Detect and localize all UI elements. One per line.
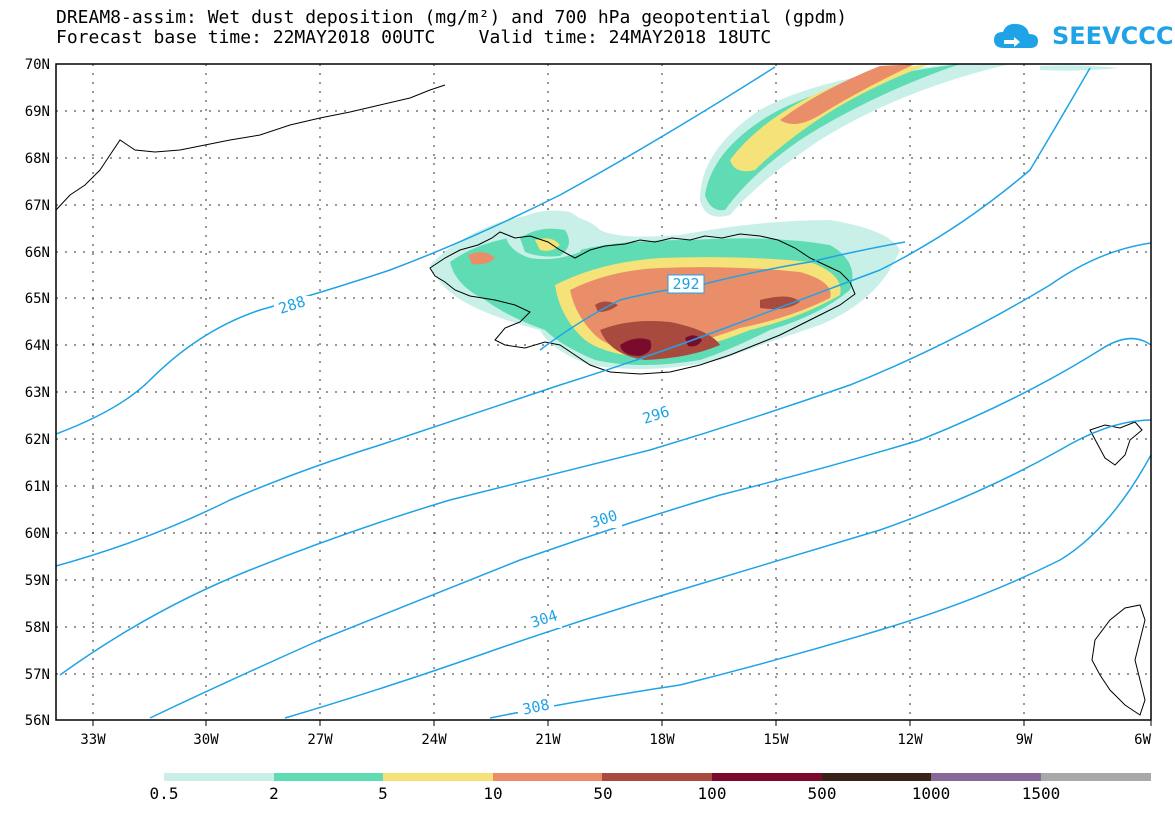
colorbar-swatch [602,773,713,781]
colorbar-label: 5 [378,784,388,803]
contour-label-bg [274,296,310,314]
colorbar-swatch [492,773,603,781]
graticule [56,64,1151,720]
lat-label: 66N [25,245,50,261]
lat-label: 61N [25,479,50,495]
lat-label: 70N [25,57,50,73]
lon-label: 30W [193,732,219,748]
colorbar-label: 100 [697,784,727,803]
longitude-labels: 33W 30W 27W 24W 21W 18W 15W 12W 9W 6W [80,732,1151,748]
geopotential-contours [56,66,1151,719]
contour-label-308: 308 [521,695,551,718]
colorbar-swatch [712,773,822,781]
colorbar-swatch [273,773,384,781]
logo-text: SEEVCCC [1052,22,1174,50]
lat-label: 64N [25,338,50,354]
lon-label: 6W [1134,732,1151,748]
lon-label: 15W [763,732,789,748]
colorbar-label: 500 [807,784,837,803]
lon-label: 27W [307,732,333,748]
coastlines [56,84,1146,716]
colorbar-label: 0.5 [149,784,179,803]
contour-label-bg [526,610,562,628]
map-title-line1: DREAM8-assim: Wet dust deposition (mg/m²… [56,7,848,28]
axis-ticks [92,720,1152,726]
lat-label: 60N [25,526,50,542]
colorbar-label: 1500 [1021,784,1061,803]
colorbar-swatch [931,773,1042,781]
lat-label: 69N [25,104,50,120]
lat-label: 59N [25,573,50,589]
seevccc-cloud-logo-icon [994,23,1038,48]
map-plot-area [56,64,1151,720]
lat-label: 68N [25,151,50,167]
contour-label-bg [586,510,622,528]
lon-label: 9W [1016,732,1033,748]
lon-label: 18W [649,732,675,748]
contour-label-292: 292 [672,275,699,293]
colorbar-label: 1000 [911,784,951,803]
lat-label: 65N [25,291,50,307]
colorbar-label: 2 [269,784,279,803]
contour-label-bg [638,406,674,424]
lat-label: 63N [25,385,50,401]
dust-plume-northeast [700,64,1120,217]
colorbar-swatch [1040,773,1151,781]
lon-label: 24W [421,732,447,748]
colorbar-label: 10 [483,784,503,803]
colorbar-swatch [383,773,494,781]
dust-iceland [430,210,900,369]
lat-label: 58N [25,620,50,636]
contour-labels: 288 292 296 300 304 308 [274,274,705,719]
map-title-line2: Forecast base time: 22MAY2018 00UTC Vali… [56,27,772,48]
colorbar-swatch [164,773,274,781]
map-frame [55,63,1152,721]
lat-label: 57N [25,667,50,683]
lon-label: 33W [80,732,106,748]
contour-label-bg [518,698,554,716]
latitude-labels: 70N 69N 68N 67N 66N 65N 64N 63N 62N 61N … [25,57,50,729]
lon-label: 21W [535,732,561,748]
lon-label: 12W [897,732,923,748]
lat-label: 62N [25,432,50,448]
lat-label: 67N [25,198,50,214]
colorbar-label: 50 [593,784,613,803]
contour-label-bg [667,274,705,294]
lat-label: 56N [25,713,50,729]
colorbar-swatch [821,773,932,781]
